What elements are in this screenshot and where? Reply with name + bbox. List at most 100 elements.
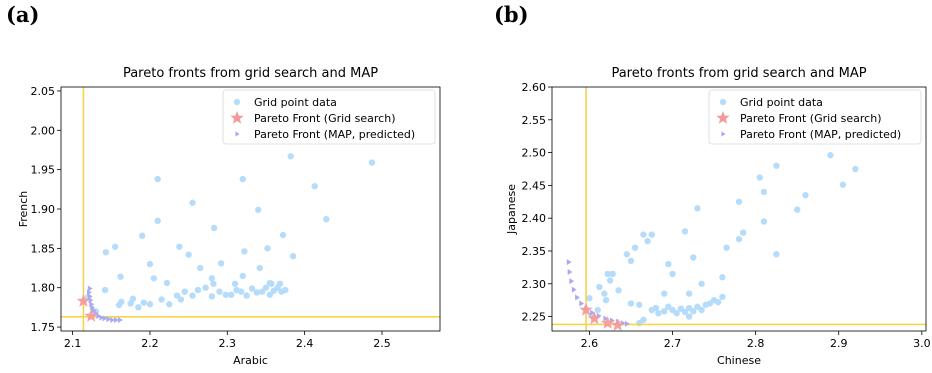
chart-b-pareto-star <box>601 316 615 329</box>
chart-a-xtick-label: 2.1 <box>64 337 82 350</box>
chart-a-map-point <box>99 314 105 321</box>
chart-b-grid-point <box>627 300 635 307</box>
chart-a-grid-point <box>146 260 154 268</box>
chart-b-grid-point <box>661 290 668 297</box>
chart-b-ytick-label: 2.45 <box>522 179 547 192</box>
chart-a-grid-point <box>239 175 246 183</box>
chart-b-map-point <box>575 294 580 301</box>
chart-a-grid-point <box>117 273 124 280</box>
chart-a-grid-point <box>129 295 137 302</box>
chart-a-legend-entry: Grid point data <box>254 96 337 109</box>
chart-b-ytick-label: 2.25 <box>522 311 547 324</box>
chart-b-legend-box <box>708 89 922 145</box>
chart-a-ytick-label: 2.00 <box>31 124 56 137</box>
chart-a-grid-point <box>243 292 250 299</box>
chart-a-xtick-label: 2.2 <box>141 337 159 350</box>
chart-a-grid-point <box>135 304 142 311</box>
chart-a-grid-point <box>173 292 181 299</box>
chart-a-ytick-label: 2.05 <box>31 85 56 98</box>
chart-b-ytick-label: 2.35 <box>522 245 547 258</box>
chart-a-grid-point <box>248 285 256 292</box>
chart-b-grid-point <box>644 237 651 245</box>
chart-b-grid-point <box>735 235 743 243</box>
chart-b-legend-grid-marker <box>719 98 727 106</box>
chart-a-grid-point <box>150 275 158 282</box>
chart-a-grid-point <box>282 286 289 294</box>
chart-a-grid-point <box>264 245 271 252</box>
chart-a-grid-point <box>111 243 119 250</box>
chart-b-legend-entry: Pareto Front (MAP, predicted) <box>740 128 901 141</box>
chart-b-grid-point <box>640 231 647 238</box>
chart-b-grid-point <box>698 280 705 287</box>
chart-a-grid-point <box>266 291 274 298</box>
chart-a-grid-point <box>208 293 216 300</box>
chart-a-grid-point <box>227 291 235 298</box>
chart-a-plot-area <box>61 87 440 331</box>
chart-b-map-point <box>569 278 575 285</box>
chart-b-grid-point <box>636 319 643 327</box>
chart-b-grid-point <box>604 270 611 278</box>
chart-a-grid-point <box>311 182 318 190</box>
chart-b-map-point <box>571 286 577 293</box>
chart-a-grid-point <box>368 159 376 166</box>
chart-a-grid-point <box>256 264 263 272</box>
chart-b-xtick-label: 2.7 <box>664 337 682 350</box>
chart-a-grid-point <box>255 206 262 213</box>
chart-b-xtick-label: 2.9 <box>830 337 848 350</box>
chart-a-grid-point <box>239 272 246 280</box>
chart-a-grid-point <box>163 279 171 287</box>
chart-a-grid-point <box>289 253 297 260</box>
chart-a-ytick-label: 1.75 <box>31 321 56 334</box>
chart-b-grid-point <box>623 251 630 258</box>
chart-b-map-point <box>579 300 585 307</box>
chart-a-map-point <box>91 307 97 314</box>
chart-b-pareto-star <box>611 318 625 331</box>
chart-b-xlabel: Chinese <box>717 354 761 367</box>
chart-b-grid-point <box>715 298 722 306</box>
chart-a: Pareto fronts from grid search and MAP 2.… <box>17 66 441 367</box>
chart-a-grid-point <box>194 286 202 294</box>
chart-a-grid-point <box>197 264 204 272</box>
chart-a-pareto-star <box>84 309 98 322</box>
chart-a-legend-map-marker <box>235 131 240 137</box>
chart-a-ytick-label: 1.90 <box>31 203 56 216</box>
chart-b-ytick-label: 2.40 <box>522 212 547 225</box>
chart-b-ytick-label: 2.55 <box>522 114 547 127</box>
chart-a-grid-point <box>217 260 225 267</box>
chart-a-grid-point <box>216 288 223 295</box>
chart-b-grid-point <box>690 254 697 261</box>
chart-b-grid-point <box>685 313 693 320</box>
chart-a-grid-point <box>127 300 134 307</box>
chart-b-ylabel: Japanese <box>505 184 518 235</box>
chart-b-ytick-label: 2.60 <box>522 81 547 94</box>
chart-b-map-point <box>567 268 573 275</box>
chart-b-grid-point <box>648 231 655 238</box>
chart-b-grid-point <box>601 290 608 297</box>
chart-a-grid-point <box>176 243 183 250</box>
chart-a-grid-point <box>115 301 123 309</box>
chart-a-grid-point <box>185 251 192 258</box>
chart-b-ytick-label: 2.30 <box>522 278 547 291</box>
chart-b-grid-point <box>739 229 747 236</box>
chart-a-grid-point <box>146 301 154 308</box>
chart-b-ytick-label: 2.50 <box>522 147 547 160</box>
chart-a-grid-point <box>258 288 266 295</box>
chart-b: Pareto fronts from grid search and MAP 2.… <box>505 66 931 367</box>
chart-b-grid-point <box>609 270 616 278</box>
chart-b-grid-point <box>665 260 672 268</box>
chart-a-map-point <box>87 285 93 292</box>
chart-b-xtick-label: 2.6 <box>581 337 599 350</box>
chart-b-grid-point <box>636 301 643 308</box>
chart-a-grid-point <box>241 248 248 255</box>
chart-b-grid-point <box>802 192 809 199</box>
chart-a-pareto-star <box>76 294 91 307</box>
chart-a-legend-entry: Pareto Front (MAP, predicted) <box>254 128 415 141</box>
chart-a-legend-entry: Pareto Front (Grid search) <box>254 112 396 125</box>
chart-a-legend-box <box>222 89 436 145</box>
chart-a-xtick-label: 2.3 <box>219 337 237 350</box>
chart-b-grid-point <box>773 251 780 258</box>
chart-a-grid-point <box>276 280 284 287</box>
chart-a-xtick-label: 2.4 <box>296 337 314 350</box>
chart-b-pareto-star <box>579 303 593 316</box>
chart-b-grid-point <box>719 293 726 301</box>
